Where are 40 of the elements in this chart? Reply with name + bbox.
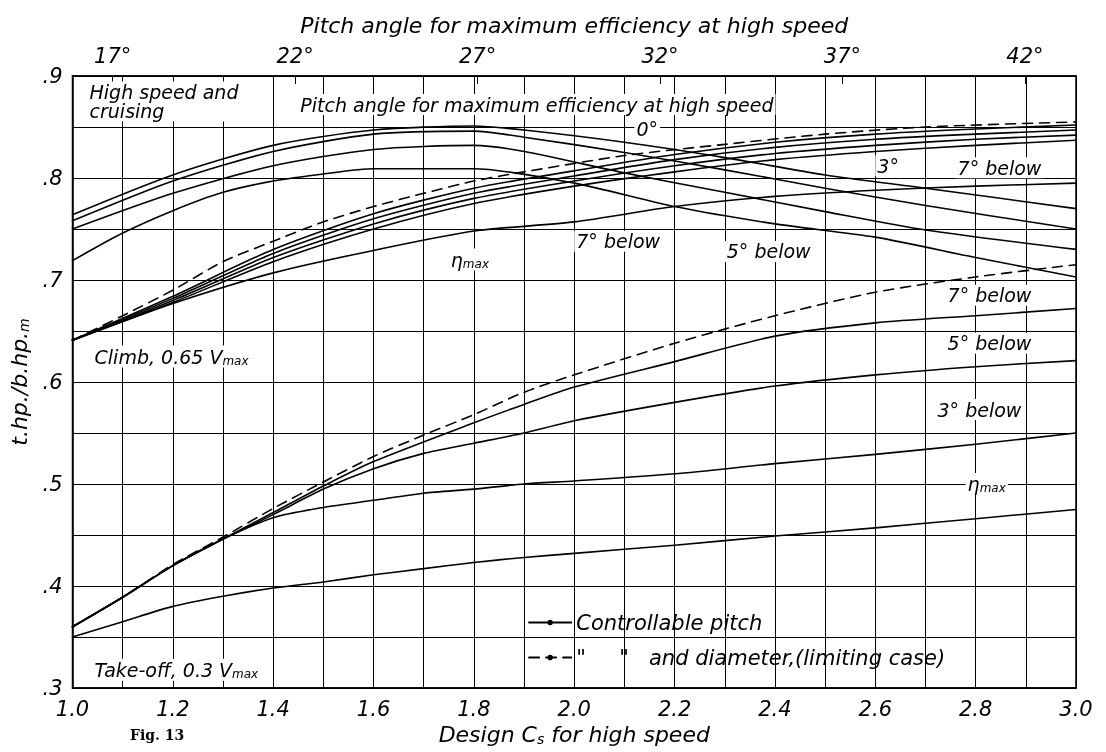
- annotation: 3° below: [937, 398, 1022, 421]
- annotation: 7° below: [576, 230, 661, 253]
- x-tick-label: 2.8: [958, 696, 993, 721]
- x-tick-label: 2.6: [858, 696, 892, 721]
- y-axis-title: t.hp./b.hp.m: [6, 318, 32, 446]
- x-tick-label: 2.4: [758, 696, 792, 721]
- text: Pitch angle for maximum efficiency at high speed: [300, 12, 850, 38]
- annotation: High speed and cruising: [89, 81, 245, 122]
- x-tick-label: 1.6: [356, 696, 391, 721]
- x-axis-title: Design Cs for high speed: [438, 722, 711, 748]
- y-tick-label: .9: [42, 64, 63, 88]
- x-tick-label: 2.2: [657, 696, 692, 721]
- y-tick-label: .8: [42, 166, 63, 190]
- annotation: Take-off, 0.3 Vmax: [94, 658, 260, 681]
- y-tick-label: .4: [42, 574, 63, 598]
- caption: Fig. 13: [130, 727, 185, 743]
- x2-tick-label: 32°: [641, 43, 679, 68]
- x-tick-label: 1.2: [156, 696, 190, 721]
- x-tick-label: 1.4: [256, 696, 290, 721]
- annotation: 5° below: [726, 240, 812, 263]
- x-tick-label: 2.0: [557, 696, 591, 721]
- annotation: ηmax: [450, 248, 490, 271]
- annotation: 5° below: [947, 332, 1032, 355]
- annotation: 0°: [636, 118, 659, 141]
- annotation: 7° below: [957, 156, 1042, 179]
- y-tick-label: .5: [42, 472, 63, 496]
- y-tick-label: .7: [42, 268, 64, 292]
- annotation: 7° below: [947, 284, 1032, 307]
- annotation: ηmax: [967, 473, 1007, 495]
- x-tick-label: 1.8: [457, 696, 491, 721]
- y-tick-label: .6: [42, 370, 63, 394]
- x2-tick-label: 17°: [94, 43, 132, 68]
- x2-tick-label: 27°: [458, 43, 497, 68]
- x2-axis-title: Pitch angle for maximum efficiency at high speed: [300, 93, 775, 116]
- annotation: 3°: [877, 154, 899, 177]
- x2-tick-label: 42°: [1006, 43, 1044, 68]
- x2-tick-label: 22°: [276, 43, 314, 68]
- annotation: Climb, 0.65 Vmax: [94, 345, 250, 368]
- x-tick-label: 3.0: [1059, 696, 1093, 721]
- x2-tick-label: 37°: [823, 43, 862, 68]
